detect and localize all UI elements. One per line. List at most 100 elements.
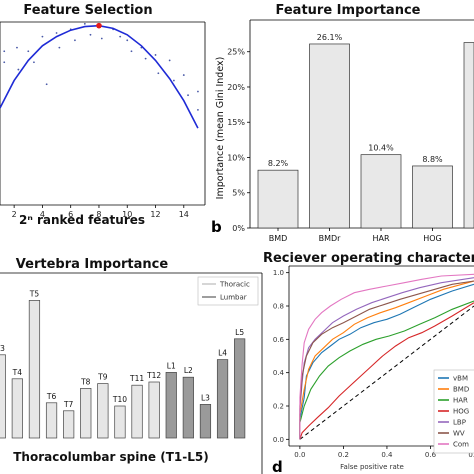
vertebra-legend-frame [197, 276, 259, 306]
feature-selection-x-tick-label: 4 [40, 210, 45, 219]
feature-selection-point [89, 33, 92, 36]
roc-curves [299, 273, 474, 440]
feature-selection-x-ticks: 2 4 6 8 10 12 14 [12, 205, 189, 219]
feature-selection-point [41, 35, 44, 38]
vertebra-importance-title: Vertebra Importance [16, 257, 169, 272]
feature-selection-panel: Feature Selection 2 4 6 8 10 12 14 2ⁿ ranked f… [0, 3, 206, 227]
vertebra-bar [182, 376, 194, 439]
thoracic-legend-label: Thoracic [219, 281, 250, 289]
roc-chance-line [299, 305, 474, 440]
feature-importance-y-ticks: 0% 5% 10% 15% 20% 25% [227, 48, 250, 233]
feature-importance-bar [463, 42, 474, 229]
vertebra-label: T11 [129, 374, 144, 383]
roc-x-tick-label: 0.6 [425, 451, 437, 459]
roc-x-tick-label: 0.2 [338, 451, 349, 459]
feature-selection-point [27, 50, 30, 53]
feature-selection-x-tick-label: 12 [150, 210, 160, 219]
vertebra-label: L5 [235, 328, 244, 337]
roc-legend-label: LBP [453, 419, 466, 427]
feature-selection-curve [0, 24, 199, 129]
roc-x-tick-label: 0.4 [381, 451, 393, 459]
vertebra-bar [97, 383, 109, 439]
feature-importance-value-label: 26.1% [317, 33, 343, 42]
vertebra-bar [28, 300, 41, 439]
feature-importance-bar [257, 169, 299, 229]
feature-selection-point [119, 35, 122, 38]
vertebra-label: L3 [201, 393, 210, 402]
roc-x-ticks: 0.0 0.2 0.4 0.6 0.8 [294, 446, 474, 459]
feature-selection-point [126, 39, 129, 42]
vertebra-label: T4 [12, 368, 23, 377]
lumbar-legend-label: Lumbar [220, 294, 247, 302]
feature-selection-point [45, 83, 48, 86]
feature-selection-point [172, 79, 175, 82]
vertebra-label: T8 [80, 377, 91, 386]
feature-importance-ylabel: Importance (mean Gini Index) [215, 57, 226, 200]
roc-legend-label: Com [453, 441, 469, 449]
feature-selection-x-tick-label: 2 [12, 210, 17, 219]
roc-x-tick-label: 0.8 [468, 451, 474, 459]
roc-legend-label: HOG [453, 408, 469, 416]
feature-selection-point [33, 61, 35, 64]
feature-selection-x-tick-label: 6 [68, 210, 73, 219]
roc-y-tick-label: 0.0 [273, 436, 284, 444]
feature-selection-x-tick-label: 14 [179, 210, 189, 219]
vertebra-label: L4 [218, 349, 227, 358]
feature-selection-point [3, 50, 6, 53]
roc-y-tick-label: 0.4 [273, 369, 285, 377]
feature-importance-bar [309, 43, 350, 229]
roc-curve-wv [299, 280, 474, 440]
feature-importance-y-tick-label: 20% [227, 83, 245, 92]
feature-selection-point [83, 22, 86, 25]
vertebra-bar [165, 372, 177, 439]
feature-selection-point [187, 94, 189, 97]
vertebra-importance-panel: Vertebra Importance Thoracic Lumbar T3 T4… [0, 257, 263, 474]
feature-selection-point [197, 108, 199, 111]
panel-label-d: d [272, 458, 283, 474]
feature-importance-panel: Feature Importance 0% 5% 10% 15% 20% 25% 8.2%… [211, 3, 474, 243]
vertebra-label: T9 [97, 373, 108, 382]
feature-importance-value-label: 8.2% [268, 159, 289, 168]
feature-selection-peak [96, 22, 102, 29]
feature-selection-point [130, 50, 133, 53]
feature-importance-y-tick-label: 25% [227, 48, 245, 57]
feature-selection-point [3, 61, 6, 64]
vertebra-bar [114, 405, 126, 439]
vertebra-bar [148, 381, 160, 439]
roc-legend-label: vBM [453, 375, 468, 383]
feature-selection-x-tick-label: 10 [122, 210, 132, 219]
feature-importance-y-tick-label: 10% [227, 153, 245, 162]
vertebra-bar [216, 359, 229, 439]
feature-importance-y-tick-label: 0% [232, 224, 245, 233]
vertebra-bar [63, 410, 75, 439]
roc-curve-com [299, 273, 474, 440]
vertebra-importance-xlabel: Thoracolumbar spine (T1-L5) [13, 450, 208, 464]
roc-legend-label: WV [453, 430, 465, 438]
roc-panel: Reciever operating character 0.00.20.40.… [263, 251, 474, 474]
roc-legend-label: BMD [453, 386, 469, 394]
feature-selection-point [197, 90, 199, 93]
roc-x-tick-label: 0.0 [294, 451, 305, 459]
roc-y-ticks: 0.0 0.2 0.4 0.6 0.8 1.0 [273, 269, 289, 444]
roc-y-tick-label: 0.2 [273, 403, 284, 411]
vertebra-label: T5 [29, 289, 40, 298]
roc-y-tick-label: 1.0 [273, 269, 284, 277]
vertebra-label: T3 [0, 344, 5, 353]
feature-importance-category-label: BMDr [319, 234, 342, 243]
feature-importance-title: Feature Importance [276, 3, 421, 18]
roc-xlabel: False positive rate [340, 463, 404, 471]
feature-selection-point [55, 32, 58, 34]
feature-importance-bar [412, 165, 453, 229]
feature-importance-category-label: HAR [372, 234, 389, 243]
feature-selection-point [157, 72, 160, 75]
vertebra-bar [45, 402, 58, 439]
vertebra-label: T7 [63, 400, 74, 409]
feature-selection-x-tick-label: 8 [96, 210, 101, 219]
feature-importance-value-label: 8.8% [422, 155, 443, 164]
feature-importance-bar [360, 154, 402, 229]
feature-importance-y-tick-label: 5% [232, 189, 245, 198]
vertebra-label: L1 [167, 361, 176, 370]
